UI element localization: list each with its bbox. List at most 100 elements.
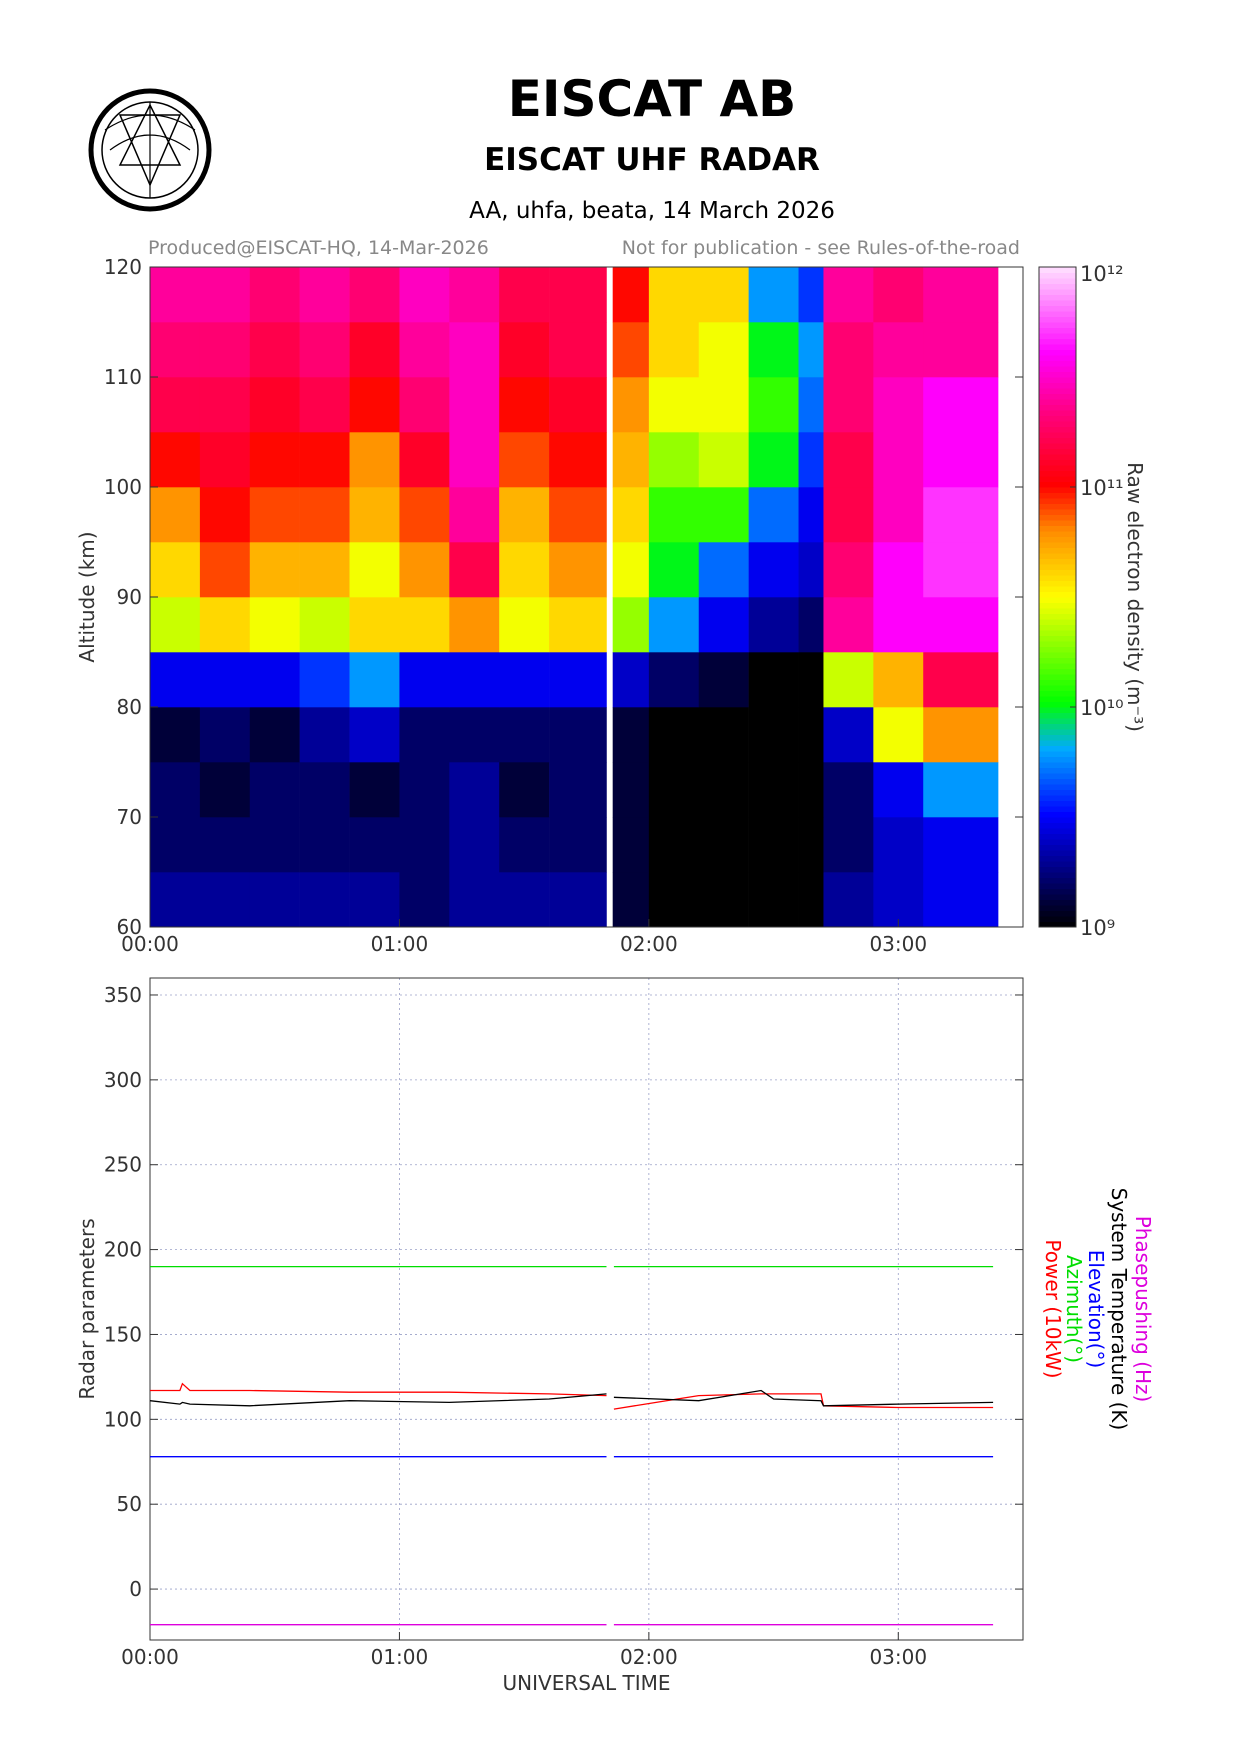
colorbar-strip [1039,789,1076,796]
colorbar-strip [1039,344,1076,350]
colorbar-strip [1039,905,1076,911]
heatmap-cell [748,322,799,378]
y-axis-label: Altitude (km) [75,531,99,662]
y-tick-label: 0 [129,1577,142,1601]
heatmap-cell [449,542,500,598]
colorbar-strip [1039,690,1076,697]
heatmap-cell [199,707,251,763]
heatmap-cell [748,597,799,653]
heatmap-cell [399,872,450,928]
x-axis-label: UNIVERSAL TIME [503,1671,671,1695]
heatmap-cell [549,432,607,488]
heatmap-cell [249,377,300,433]
heatmap-cell [299,267,350,323]
colorbar-strip [1039,718,1076,724]
colorbar-strip [1039,305,1076,312]
colorbar-strip [1039,569,1076,576]
heatmap-cell [923,652,999,708]
colorbar-strip [1039,509,1076,515]
colorbar-strip [1039,888,1076,895]
colorbar-strip [1039,828,1076,834]
colorbar-strip [1039,542,1076,548]
colorbar-strip [1039,910,1076,917]
colorbar-strip [1039,657,1076,664]
colorbar-strip [1039,712,1076,719]
heatmap-cell [612,652,650,708]
x-tick-label: 00:00 [121,932,179,956]
heatmap-cell [823,542,874,598]
heatmap-cell [449,762,500,818]
experiment-info: AA, uhfa, beata, 14 March 2026 [469,198,835,224]
colorbar-strip [1039,316,1076,323]
heatmap-cell [748,762,799,818]
heatmap-cell [798,872,824,928]
colorbar-strip [1039,795,1076,801]
heatmap-cell [349,817,400,873]
colorbar-strip [1039,448,1076,455]
heatmap-cell [349,652,400,708]
heatmap-cell [449,652,500,708]
heatmap-cell [748,542,799,598]
colorbar-strip [1039,756,1076,763]
heatmap-cell [199,872,251,928]
heatmap-cell [249,817,300,873]
heatmap-cell [499,817,550,873]
colorbar-tick-label: 10¹¹ [1080,476,1124,500]
heatmap-cell [698,707,749,763]
heatmap-cell [399,707,450,763]
heatmap-cell [199,817,251,873]
heatmap-cell [399,487,450,543]
colorbar-strip [1039,437,1076,444]
colorbar-strip [1039,454,1076,460]
heatmap-cell [923,322,999,378]
heatmap-cell [612,267,650,323]
heatmap-cell [798,487,824,543]
heatmap-cell [698,267,749,323]
heatmap-cell [349,762,400,818]
colorbar-strip [1039,553,1076,559]
heatmap-cell [873,322,924,378]
colorbar-strip [1039,415,1076,422]
colorbar-strip [1039,294,1076,301]
colorbar-strip [1039,883,1076,889]
colorbar-strip [1039,751,1076,757]
heatmap-cell [499,707,550,763]
heatmap-cell [798,762,824,818]
heatmap-cell [299,707,350,763]
heatmap-cell [698,652,749,708]
heatmap-cell [449,322,500,378]
colorbar-strip [1039,668,1076,675]
produced-note: Produced@EISCAT-HQ, 14-Mar-2026 [148,237,489,259]
heatmap-cell [249,267,300,323]
colorbar-strip [1039,613,1076,620]
heatmap-cell [449,267,500,323]
heatmap-cell [923,267,999,323]
heatmap-cell [299,377,350,433]
x-tick-label: 02:00 [620,1645,678,1669]
heatmap-cell [499,377,550,433]
heatmap-cell [612,542,650,598]
heatmap-cell [648,872,700,928]
heatmap-cell [823,817,874,873]
heatmap-cell [823,432,874,488]
heatmap-cell [399,322,450,378]
x-tick-label: 01:00 [371,1645,429,1669]
heatmap-cell [499,652,550,708]
colorbar-strip [1039,707,1076,713]
heatmap-cell [923,377,999,433]
colorbar-label: Raw electron density (m⁻³) [1123,462,1147,732]
colorbar-strip [1039,432,1076,438]
heatmap-cell [873,652,924,708]
colorbar-strip [1039,575,1076,581]
heatmap-cell [648,817,700,873]
colorbar-strip [1039,278,1076,284]
heatmap-cell [698,817,749,873]
heatmap-cell [823,322,874,378]
colorbar-strip [1039,839,1076,845]
y-tick-label: 50 [117,1492,142,1516]
heatmap-cell [748,817,799,873]
colorbar-strip [1039,630,1076,636]
colorbar-tick-label: 10¹² [1080,262,1124,286]
heatmap-cell [349,377,400,433]
colorbar-strip [1039,283,1076,290]
